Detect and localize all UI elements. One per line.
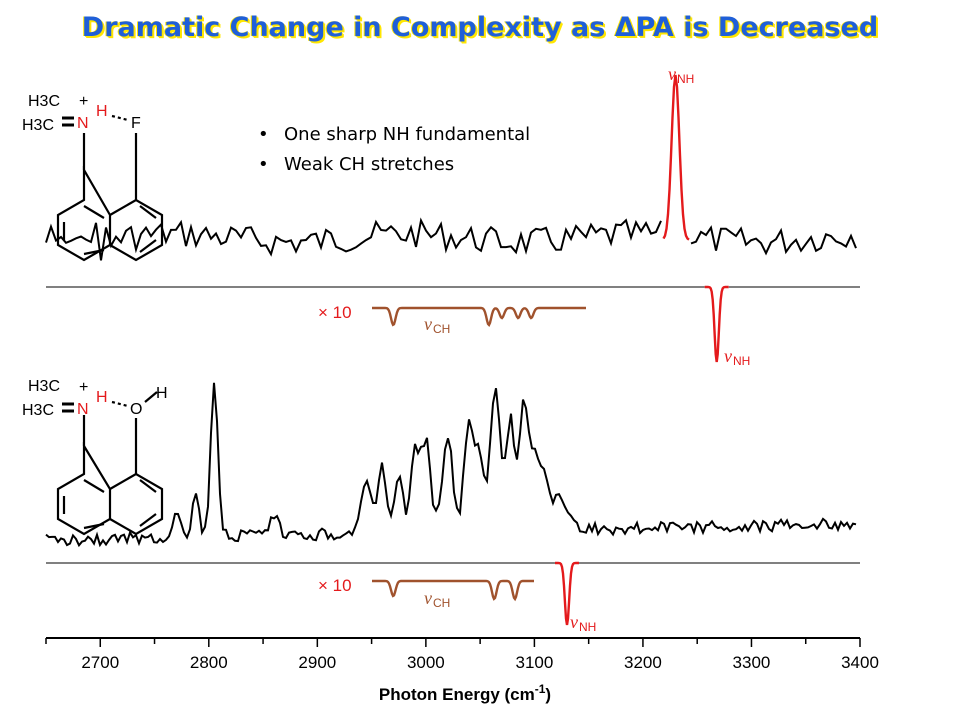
bottom-calc-nh-label: νNH bbox=[570, 612, 596, 634]
bottom-molecule-structure bbox=[56, 391, 164, 536]
x-tick-label: 3300 bbox=[733, 653, 771, 672]
slide-title: Dramatic Change in Complexity as ΔPA is … bbox=[81, 12, 879, 43]
top-calc-nh-band bbox=[704, 285, 729, 363]
svg-text:N: N bbox=[77, 401, 89, 418]
x-tick-label: 2800 bbox=[190, 653, 228, 672]
bottom-calc-nh-band bbox=[555, 561, 579, 626]
svg-text:νCH: νCH bbox=[424, 588, 450, 610]
top-nh-peak bbox=[662, 74, 690, 241]
x-tick-label: 3100 bbox=[515, 653, 553, 672]
top-calc-ch-trace bbox=[372, 306, 586, 327]
top-ch-label: νCH bbox=[424, 314, 450, 336]
svg-text:νCH: νCH bbox=[424, 314, 450, 336]
x-tick-label: 2900 bbox=[298, 653, 336, 672]
bullet-item: One sharp NH fundamental bbox=[258, 120, 530, 150]
bottom-calc-ch-trace bbox=[372, 579, 534, 602]
svg-text:F: F bbox=[131, 115, 141, 132]
svg-text:νNH: νNH bbox=[724, 346, 750, 368]
x-tick-label: 3000 bbox=[407, 653, 445, 672]
svg-text:+: + bbox=[79, 93, 88, 110]
bullet-list: One sharp NH fundamental Weak CH stretch… bbox=[258, 120, 530, 180]
svg-text:O: O bbox=[130, 401, 142, 418]
svg-text:H: H bbox=[96, 103, 108, 120]
top-experimental-trace bbox=[45, 217, 662, 261]
svg-text:νNH: νNH bbox=[668, 64, 694, 86]
svg-text:H3C: H3C bbox=[28, 93, 60, 110]
top-scale-factor: × 10 bbox=[318, 303, 352, 322]
bottom-molecule-labels: H3C H3C + N H O H bbox=[22, 378, 168, 419]
x-tick-label: 3200 bbox=[624, 653, 662, 672]
traces bbox=[45, 74, 860, 626]
top-nh-label: νNH bbox=[668, 64, 694, 86]
bottom-scale-factor: × 10 bbox=[318, 576, 352, 595]
bottom-experimental-trace bbox=[45, 382, 857, 548]
top-molecule-labels: H3C H3C + N H F bbox=[22, 93, 141, 134]
x-tick-label: 2700 bbox=[81, 653, 119, 672]
x-axis: 2700 2800 2900 3000 3100 3200 3300 3400 Photon E… bbox=[45, 637, 879, 704]
x-tick-label: 3400 bbox=[841, 653, 879, 672]
svg-text:H3C: H3C bbox=[22, 402, 54, 419]
x-axis-title: Photon Energy (cm-1) bbox=[379, 682, 551, 704]
svg-text:+: + bbox=[79, 379, 88, 396]
svg-text:H3C: H3C bbox=[28, 378, 60, 395]
top-calc-nh-label: νNH bbox=[724, 346, 750, 368]
top-molecule-structure bbox=[56, 114, 164, 262]
svg-text:νNH: νNH bbox=[570, 612, 596, 634]
svg-text:N: N bbox=[77, 115, 89, 132]
bullet-item: Weak CH stretches bbox=[258, 150, 530, 180]
svg-text:H: H bbox=[156, 385, 168, 402]
svg-text:H: H bbox=[96, 389, 108, 406]
top-experimental-trace-tail bbox=[690, 225, 857, 256]
svg-text:H3C: H3C bbox=[22, 117, 54, 134]
bottom-ch-label: νCH bbox=[424, 588, 450, 610]
